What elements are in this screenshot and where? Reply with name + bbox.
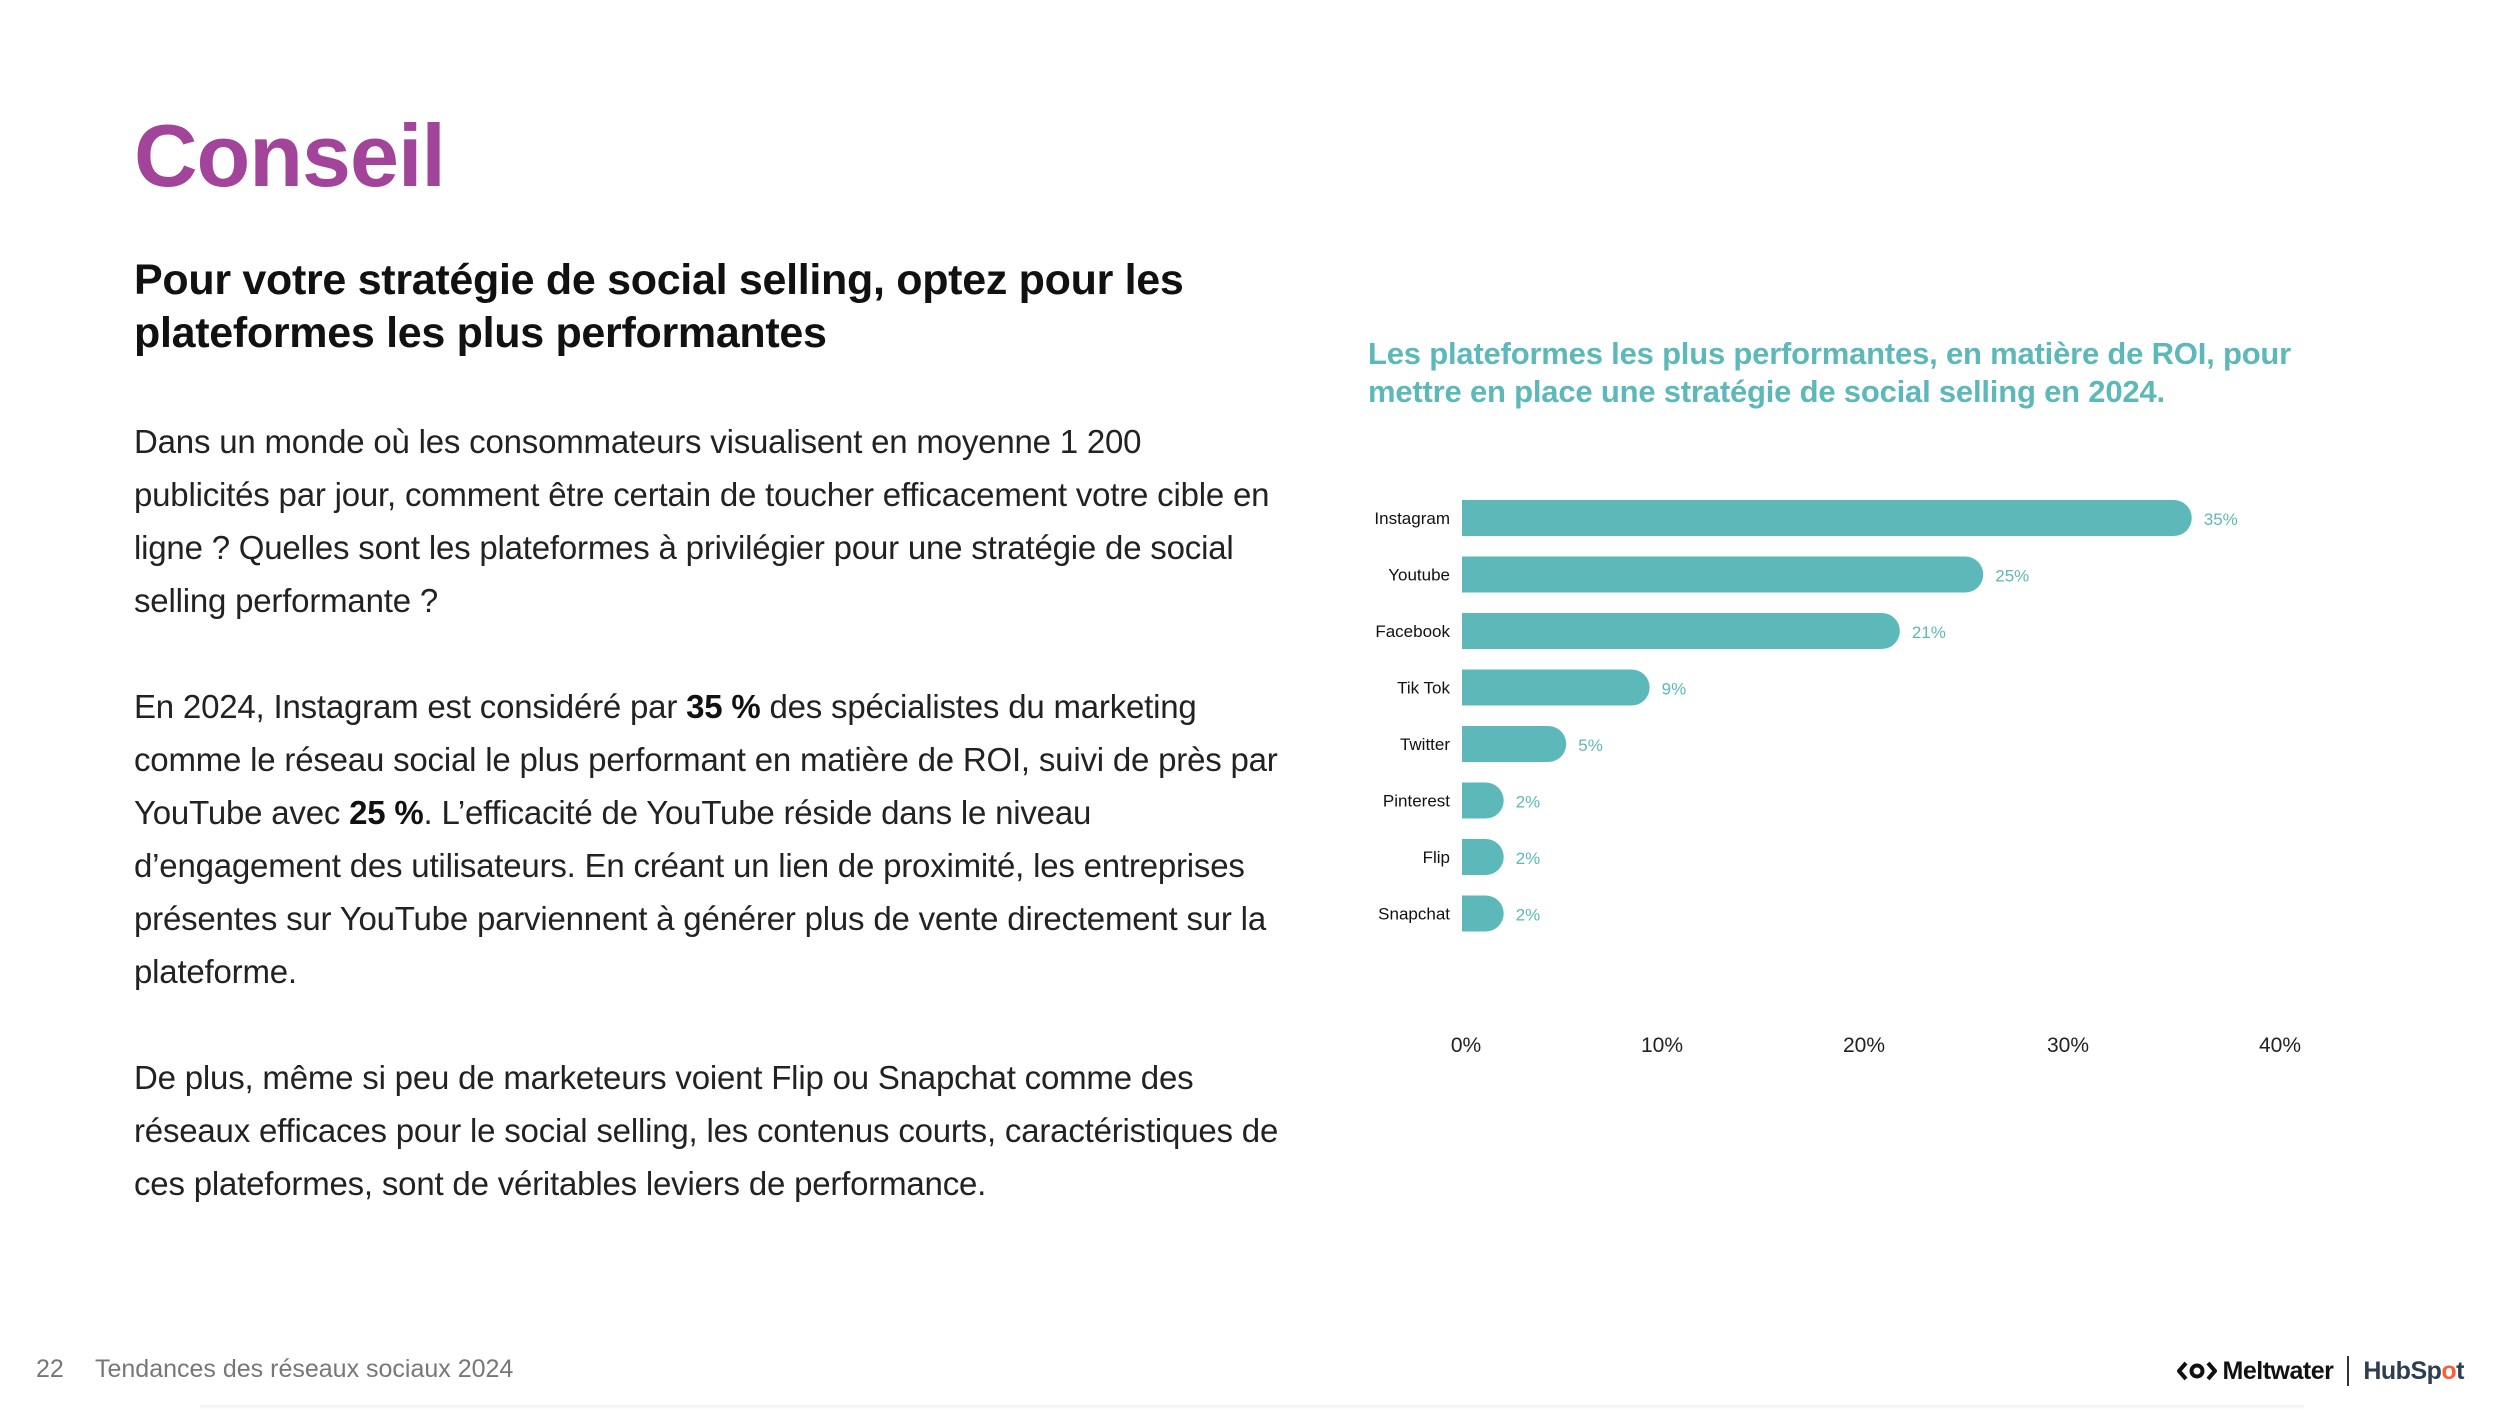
footer-document-title: Tendances des réseaux sociaux 2024 <box>95 1355 514 1383</box>
meltwater-wordmark: Meltwater <box>2222 1356 2334 1385</box>
category-label-flip: Flip <box>1423 848 1450 867</box>
bar-twitter <box>1462 726 1567 762</box>
footer-page-number: 22 <box>36 1355 64 1383</box>
bar-pinterest <box>1462 782 1504 819</box>
stat-instagram: 35 % <box>686 688 761 725</box>
body-text: Dans un monde où les consommateurs visua… <box>134 415 1284 1263</box>
category-label-pinterest: Pinterest <box>1383 792 1450 811</box>
category-label-instagram: Instagram <box>1374 509 1450 528</box>
value-label-instagram: 35% <box>2204 510 2238 529</box>
hubspot-sprocket-letter: o <box>2441 1356 2457 1385</box>
value-label-twitter: 5% <box>1578 736 1603 755</box>
x-tick-20: 20% <box>1843 1034 1885 1057</box>
value-label-facebook: 21% <box>1912 623 1946 642</box>
value-label-snapchat: 2% <box>1516 906 1541 925</box>
category-label-tik-tok: Tik Tok <box>1397 679 1450 698</box>
paragraph-intro: Dans un monde où les consommateurs visua… <box>134 423 1270 619</box>
x-tick-10: 10% <box>1641 1034 1683 1057</box>
page-title: Conseil <box>134 106 446 205</box>
value-label-pinterest: 2% <box>1516 793 1541 812</box>
bar-youtube <box>1462 556 1984 593</box>
stats-text-2: des spécialistes du marketing comme le r… <box>134 688 1278 831</box>
stats-text-3: . L’efficacité de YouTube réside dans le… <box>134 794 1266 990</box>
logo-divider <box>2347 1356 2350 1386</box>
stat-youtube: 25 % <box>349 794 424 831</box>
stats-text-1: En 2024, Instagram est considéré par <box>134 688 687 725</box>
value-label-youtube: 25% <box>1995 567 2029 586</box>
meltwater-logo: Meltwater <box>2176 1356 2334 1386</box>
x-tick-0: 0% <box>1451 1034 1481 1057</box>
meltwater-mark-icon <box>2176 1361 2217 1381</box>
category-label-youtube: Youtube <box>1388 566 1450 585</box>
bar-flip <box>1462 839 1504 875</box>
platform-roi-bar-chart: Instagram 35% Youtube 25% Facebook 21% Tik Tok… <box>1374 500 2301 1057</box>
page-bottom-edge <box>200 1405 2304 1410</box>
section-subtitle: Pour votre stratégie de social selling, … <box>134 256 1184 357</box>
x-tick-40: 40% <box>2259 1034 2301 1057</box>
hubspot-wordmark-end: t <box>2456 1356 2464 1385</box>
bar-instagram <box>1462 500 2192 536</box>
value-label-flip: 2% <box>1516 849 1541 868</box>
hubspot-wordmark-start: HubSp <box>2363 1356 2442 1385</box>
footer-logos: Meltwater HubSpot <box>2176 1353 2464 1389</box>
hubspot-logo: HubSpot <box>2363 1357 2464 1386</box>
category-label-facebook: Facebook <box>1375 622 1450 641</box>
category-label-snapchat: Snapchat <box>1378 905 1450 924</box>
chart-title: Les plateformes les plus performantes, e… <box>1368 336 2292 409</box>
x-tick-30: 30% <box>2047 1034 2089 1057</box>
bar-tik-tok <box>1462 669 1650 706</box>
paragraph-conclusion: De plus, même si peu de marketeurs voien… <box>134 1059 1279 1202</box>
value-label-tik-tok: 9% <box>1662 680 1687 699</box>
bar-snapchat <box>1462 895 1504 932</box>
bar-facebook <box>1462 613 1900 649</box>
paragraph-stats: En 2024, Instagram est considéré par 35 … <box>134 680 1284 998</box>
category-label-twitter: Twitter <box>1400 735 1450 754</box>
